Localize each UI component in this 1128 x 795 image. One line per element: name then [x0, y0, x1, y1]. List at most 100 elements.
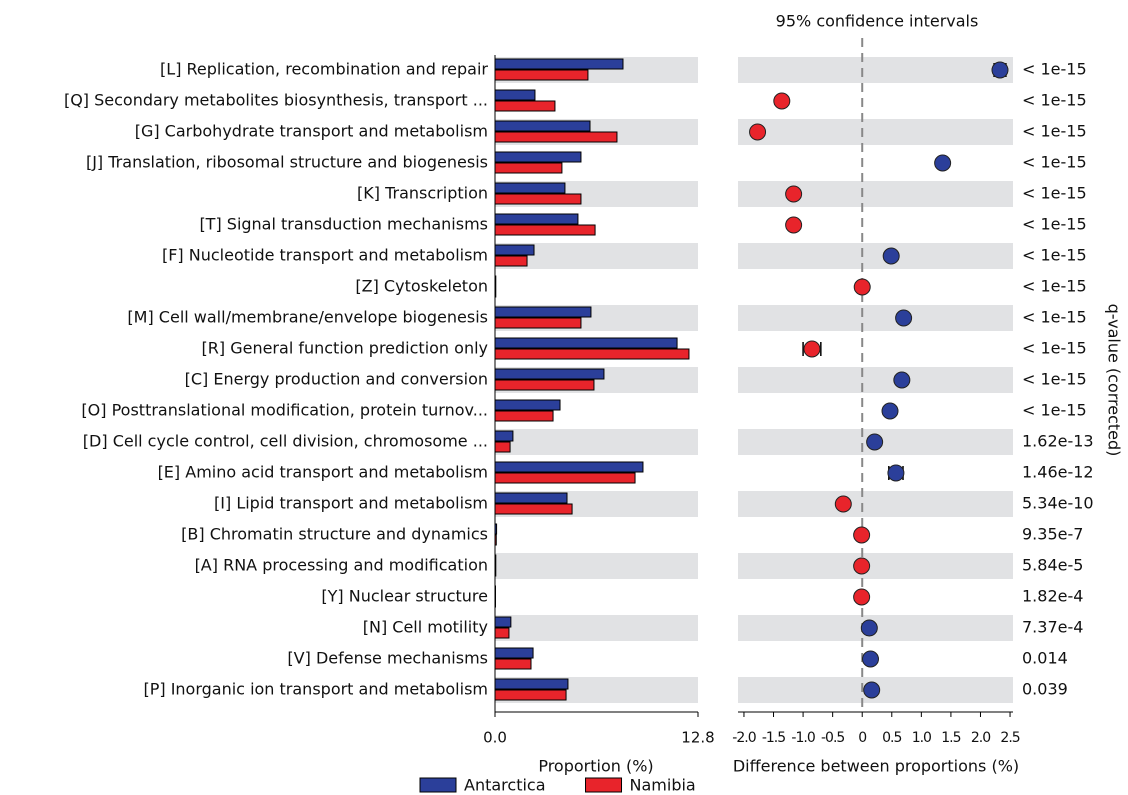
ci-title: 95% confidence intervals — [776, 12, 979, 31]
bar — [494, 213, 579, 225]
q-value: < 1e-15 — [1022, 339, 1087, 358]
bar — [494, 554, 497, 566]
row-band — [738, 181, 1013, 207]
dot — [853, 526, 871, 544]
q-value: 9.35e-7 — [1022, 525, 1083, 544]
legend-swatch — [419, 777, 457, 793]
dot — [881, 402, 899, 420]
dot — [853, 588, 871, 606]
category-label: [F] Nucleotide transport and metabolism — [162, 246, 488, 265]
dot — [749, 123, 767, 141]
x-tick-label: -1.0 — [791, 730, 814, 746]
bar — [494, 627, 510, 639]
dot — [882, 247, 900, 265]
category-label: [E] Amino acid transport and metabolism — [158, 463, 488, 482]
dot — [834, 495, 852, 513]
dot — [866, 433, 884, 451]
category-label: [G] Carbohydrate transport and metabolis… — [135, 122, 488, 141]
bar — [494, 255, 528, 267]
dot — [860, 619, 878, 637]
bar — [494, 100, 556, 112]
bar — [494, 399, 561, 411]
q-value: < 1e-15 — [1022, 153, 1087, 172]
category-label: [V] Defense mechanisms — [287, 649, 488, 668]
dot — [785, 216, 803, 234]
dot — [895, 309, 913, 327]
bar — [494, 523, 498, 535]
dot — [803, 340, 821, 358]
bar — [494, 317, 582, 329]
x-tick-label: 0.5 — [882, 730, 901, 746]
q-value: < 1e-15 — [1022, 246, 1087, 265]
dot — [861, 650, 879, 668]
x-tick-label: 2.0 — [971, 730, 990, 746]
legend-label: Namibia — [630, 776, 696, 795]
bar — [494, 534, 497, 546]
bar — [494, 616, 512, 628]
x-tick-label: -1.5 — [762, 730, 785, 746]
row-band — [495, 615, 698, 641]
bar — [494, 658, 532, 670]
dot — [893, 371, 911, 389]
q-value: < 1e-15 — [1022, 308, 1087, 327]
legend-label: Antarctica — [464, 776, 546, 795]
q-value: 0.039 — [1022, 680, 1068, 699]
bar — [494, 472, 636, 484]
x-tick-label: 0.0 — [483, 729, 507, 747]
row-band — [738, 367, 1013, 393]
q-value: 7.37e-4 — [1022, 618, 1083, 637]
category-label: [Q] Secondary metabolites biosynthesis, … — [64, 91, 488, 110]
q-value: 1.46e-12 — [1022, 463, 1094, 482]
bar — [494, 151, 582, 163]
category-label: [N] Cell motility — [363, 618, 488, 637]
category-label: [A] RNA processing and modification — [195, 556, 488, 575]
category-label: [Y] Nuclear structure — [321, 587, 488, 606]
bar — [494, 348, 690, 360]
bar — [494, 565, 497, 577]
bar — [494, 224, 596, 236]
row-band — [738, 305, 1013, 331]
bar — [494, 379, 595, 391]
category-label: [M] Cell wall/membrane/envelope biogenes… — [127, 308, 488, 327]
q-axis-label: q-value (corrected) — [1105, 304, 1124, 457]
q-value: 0.014 — [1022, 649, 1068, 668]
bar — [494, 162, 563, 174]
bar — [494, 337, 678, 349]
bar — [494, 430, 514, 442]
category-label: [R] General function prediction only — [202, 339, 488, 358]
bar — [494, 678, 569, 690]
bar — [494, 131, 618, 143]
bar — [494, 182, 566, 194]
row-band — [495, 429, 698, 455]
x-tick-label: 0 — [858, 730, 866, 746]
row-band — [738, 553, 1013, 579]
q-value: < 1e-15 — [1022, 184, 1087, 203]
legend-swatch — [585, 777, 623, 793]
q-value: 5.34e-10 — [1022, 494, 1094, 513]
bar — [494, 244, 535, 256]
bar — [494, 306, 592, 318]
q-value: 1.82e-4 — [1022, 587, 1083, 606]
dot — [887, 464, 905, 482]
bar — [494, 461, 644, 473]
category-label: [L] Replication, recombination and repai… — [160, 60, 488, 79]
category-label: [D] Cell cycle control, cell division, c… — [83, 432, 488, 451]
category-label: [K] Transcription — [357, 184, 488, 203]
x-axis-label: Proportion (%) — [538, 757, 653, 776]
x-tick-label: 1.0 — [912, 730, 931, 746]
bar — [494, 193, 582, 205]
q-value: 1.62e-13 — [1022, 432, 1094, 451]
q-value: < 1e-15 — [1022, 122, 1087, 141]
category-label: [Z] Cytoskeleton — [355, 277, 488, 296]
x-axis-label: Difference between proportions (%) — [733, 757, 1019, 776]
dot — [773, 92, 791, 110]
dot — [853, 557, 871, 575]
dot — [853, 278, 871, 296]
q-value: < 1e-15 — [1022, 215, 1087, 234]
category-label: [P] Inorganic ion transport and metaboli… — [143, 680, 488, 699]
x-tick-label: 2.5 — [1000, 730, 1019, 746]
category-label: [I] Lipid transport and metabolism — [214, 494, 488, 513]
row-band — [738, 243, 1013, 269]
category-label: [B] Chromatin structure and dynamics — [181, 525, 488, 544]
